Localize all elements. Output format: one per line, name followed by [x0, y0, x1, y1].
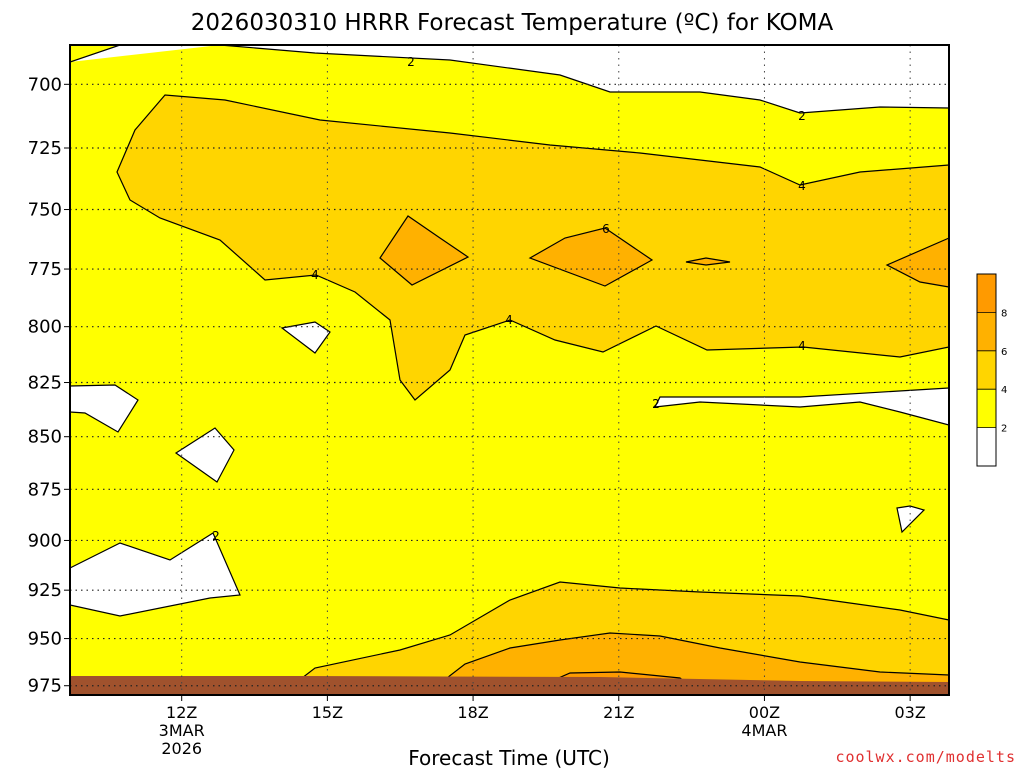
contour-label: 6: [602, 222, 610, 236]
legend-frame: [976, 273, 997, 467]
contour-2-right-band: [653, 387, 949, 426]
x-tick-label: 03Z: [894, 703, 925, 722]
contour-label: 4: [505, 313, 513, 327]
legend-label: 2: [1001, 424, 1007, 435]
contour-2-patch-c: [896, 505, 926, 534]
contour-labels: 2 2 4 6 4 4 2 4 2: [212, 55, 806, 543]
contour-6-lens-b: [528, 227, 654, 287]
contour-field: [70, 45, 949, 695]
fill-6-8-right: [887, 238, 949, 287]
fill-6-8-lens-b: [530, 228, 652, 286]
y-tick-label: 950: [28, 629, 62, 650]
fill-below-2-lower-left: [70, 533, 240, 616]
x-tick-label: 18Z: [457, 703, 488, 722]
y-tick-label: 750: [28, 200, 62, 221]
y-tick-label: 775: [28, 259, 62, 280]
y-tick-label: 900: [28, 530, 62, 551]
color-legend: 2 4 6 8: [976, 273, 1007, 467]
fill-below-2-patch-a: [282, 322, 330, 353]
x-tick-label: 15Z: [312, 703, 343, 722]
legend-swatch: [977, 312, 996, 351]
legend-swatch: [977, 350, 996, 390]
chart-title: 2026030310 HRRR Forecast Temperature (ºC…: [191, 10, 834, 36]
y-tick-label: 925: [28, 580, 62, 601]
plot-frame: [69, 44, 950, 696]
legend-label: 6: [1001, 347, 1007, 358]
fill-below-2-patch-c: [897, 506, 924, 532]
x-tick-label: 12Z: [166, 703, 197, 722]
y-axis: 700 725 750 775 800 825 850 875 900 925 950 975: [28, 74, 70, 697]
contour-4-lower: [279, 581, 949, 695]
x-axis-label: Forecast Time (UTC): [408, 746, 610, 768]
contour-2-lower-left: [70, 532, 241, 617]
contour-4-upper: [116, 94, 949, 401]
contour-6-right: [885, 237, 949, 288]
contour-label: 4: [311, 268, 319, 282]
legend-swatch: [977, 427, 996, 466]
contour-6-lens-c: [685, 257, 731, 266]
legend-label: 8: [1001, 308, 1007, 319]
contour-label: 2: [407, 55, 415, 69]
fill-below-2-patch-b: [176, 428, 234, 482]
contour-2-left: [70, 384, 139, 433]
credit-text: coolwx.com/modelts: [835, 748, 1016, 766]
x-tick-label: 21Z: [603, 703, 634, 722]
contour-lines: [70, 45, 949, 695]
y-tick-label: 725: [28, 138, 62, 159]
y-tick-label: 800: [28, 317, 62, 338]
y-tick-label: 700: [28, 74, 62, 95]
contour-2-top: [70, 45, 949, 114]
contour-6-lower: [424, 632, 949, 695]
x-tick-label: 4MAR: [741, 721, 787, 740]
contour-label: 2: [212, 529, 220, 543]
y-tick-label: 825: [28, 373, 62, 394]
contour-label: 4: [798, 179, 806, 193]
fill-below-2-left: [70, 385, 138, 432]
x-tick-label: 3MAR: [159, 721, 205, 740]
legend-swatch: [977, 274, 996, 313]
gridlines: [70, 45, 949, 695]
contour-2-patch-a: [280, 321, 331, 354]
contour-label: 4: [798, 339, 806, 353]
ground-terrain: [70, 676, 949, 695]
y-tick-label: 875: [28, 479, 62, 500]
legend-label: 4: [1001, 385, 1007, 396]
fill-4-6-upper: [117, 95, 949, 400]
x-tick-label: 00Z: [749, 703, 780, 722]
legend-swatch: [977, 389, 996, 428]
x-tick-label: 2026: [161, 739, 202, 758]
contour-label: 2: [652, 397, 660, 411]
contour-label: 2: [798, 109, 806, 123]
y-tick-label: 975: [28, 676, 62, 697]
contour-6-lens-a: [379, 215, 470, 286]
y-tick-label: 850: [28, 427, 62, 448]
fill-below-2-top: [70, 45, 949, 113]
